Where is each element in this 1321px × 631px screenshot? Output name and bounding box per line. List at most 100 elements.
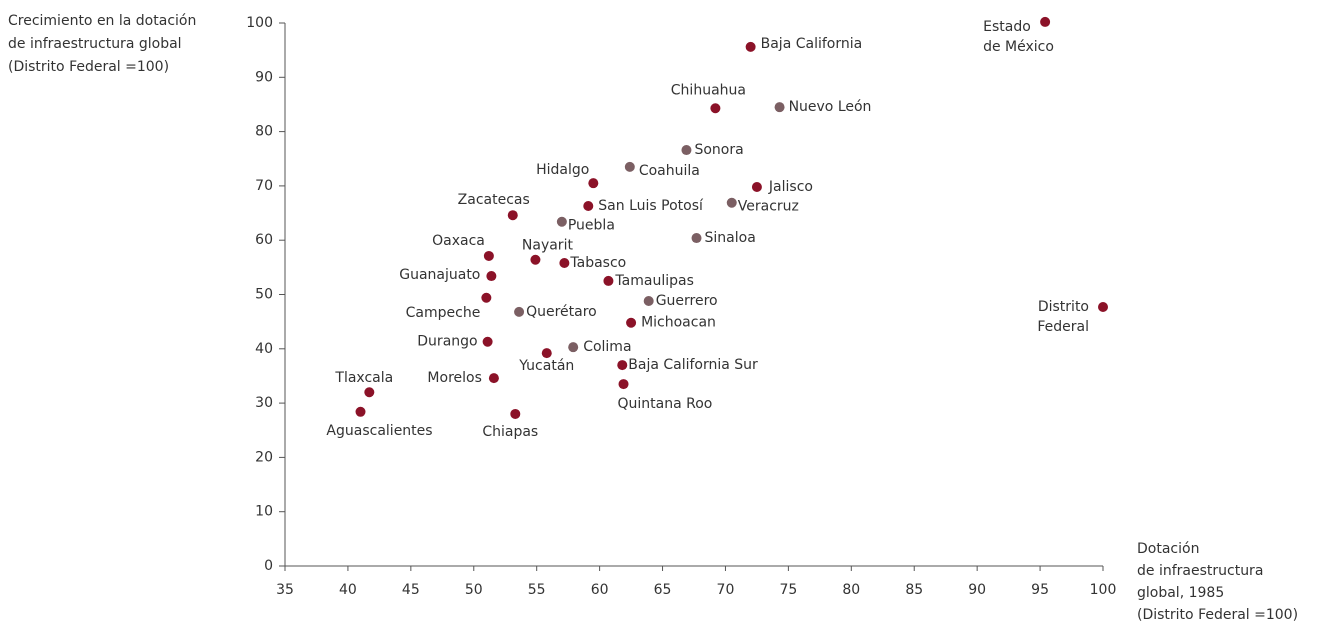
point-label: Veracruz (738, 199, 799, 215)
y-axis-label: (Distrito Federal =100) (8, 59, 169, 75)
x-tick-label: 50 (465, 582, 483, 598)
x-tick-label: 40 (339, 582, 357, 598)
point-label: Zacatecas (458, 192, 530, 208)
y-tick-label: 100 (246, 15, 273, 31)
point (643, 296, 654, 307)
y-tick-label: 0 (264, 558, 273, 574)
point (726, 197, 737, 208)
x-tick-label: 60 (591, 582, 609, 598)
point-label: Quintana Roo (618, 396, 713, 412)
x-tick-label: 70 (717, 582, 735, 598)
y-tick-label: 70 (255, 178, 273, 194)
point (530, 254, 541, 265)
point (355, 406, 366, 417)
y-tick-label: 30 (255, 395, 273, 411)
point-label: Morelos (427, 370, 481, 386)
x-tick-label: 90 (968, 582, 986, 598)
y-tick-label: 80 (255, 124, 273, 140)
point (617, 360, 628, 371)
x-tick-label: 35 (276, 582, 294, 598)
point-label: Durango (417, 334, 477, 350)
x-tick-label: 100 (1090, 582, 1117, 598)
point-label: Federal (1037, 319, 1089, 335)
point (481, 292, 492, 303)
point-label: Aguascalientes (326, 423, 432, 439)
point-label: Guerrero (656, 293, 718, 309)
x-tick-label: 80 (842, 582, 860, 598)
point (624, 161, 635, 172)
point (568, 342, 579, 353)
point (618, 379, 629, 390)
point (507, 210, 518, 221)
point (556, 216, 567, 227)
point-label: Baja California (761, 36, 863, 52)
point-label: de México (983, 39, 1054, 55)
point-label: Colima (583, 339, 631, 355)
point-label: Guanajuato (399, 267, 480, 283)
point (1040, 16, 1051, 27)
point-label: Tlaxcala (334, 370, 393, 386)
point (626, 317, 637, 328)
point-label: Puebla (568, 218, 615, 234)
point (691, 233, 702, 244)
point-label: Tamaulipas (614, 273, 693, 289)
x-tick-label: 75 (779, 582, 797, 598)
point (510, 408, 521, 419)
point (483, 250, 494, 261)
x-axis-label: de infraestructura (1137, 563, 1263, 579)
point (603, 275, 614, 286)
point (745, 41, 756, 52)
point (488, 373, 499, 384)
x-axis-label: Dotación (1137, 541, 1199, 557)
x-axis-label: (Distrito Federal =100) (1137, 607, 1298, 623)
point-label: Jalisco (768, 179, 813, 195)
point (681, 145, 692, 156)
point (588, 178, 599, 189)
y-tick-label: 90 (255, 69, 273, 85)
y-tick-label: 60 (255, 232, 273, 248)
point-label: Oaxaca (432, 233, 485, 249)
point-label: Hidalgo (536, 162, 589, 178)
point-label: Michoacan (641, 315, 716, 331)
point-label: Coahuila (639, 163, 700, 179)
point (559, 258, 570, 269)
point-label: Distrito (1038, 299, 1089, 315)
point (482, 336, 493, 347)
point (364, 387, 375, 398)
x-tick-label: 95 (1031, 582, 1049, 598)
point (710, 103, 721, 114)
point (774, 102, 785, 113)
point (541, 348, 552, 359)
point-label: Nuevo León (789, 99, 872, 115)
point-label: Baja California Sur (628, 357, 758, 373)
point (486, 271, 497, 282)
y-axis-label: Crecimiento en la dotación (8, 13, 196, 29)
point-label: Nayarit (522, 238, 574, 254)
x-tick-label: 65 (654, 582, 672, 598)
point (583, 200, 594, 211)
point (514, 306, 525, 317)
point (751, 181, 762, 192)
x-tick-label: 45 (402, 582, 420, 598)
point (1098, 301, 1108, 312)
point-label: Chiapas (482, 424, 538, 440)
x-tick-label: 85 (905, 582, 923, 598)
y-tick-label: 10 (255, 504, 273, 520)
point-label: San Luis Potosí (598, 198, 704, 214)
point-label: Sonora (694, 142, 743, 158)
point-label: Estado (983, 19, 1031, 35)
y-tick-label: 40 (255, 341, 273, 357)
point-label: Campeche (406, 305, 481, 321)
x-tick-label: 55 (528, 582, 546, 598)
y-axis-label: de infraestructura global (8, 36, 182, 52)
point-label: Querétaro (526, 304, 597, 320)
point-label: Tabasco (569, 255, 626, 271)
point-label: Chihuahua (671, 82, 746, 98)
point-label: Sinaloa (705, 230, 756, 246)
point-label: Yucatán (518, 358, 574, 374)
y-tick-label: 20 (255, 449, 273, 465)
y-tick-label: 50 (255, 287, 273, 303)
x-axis-label: global, 1985 (1137, 585, 1224, 601)
